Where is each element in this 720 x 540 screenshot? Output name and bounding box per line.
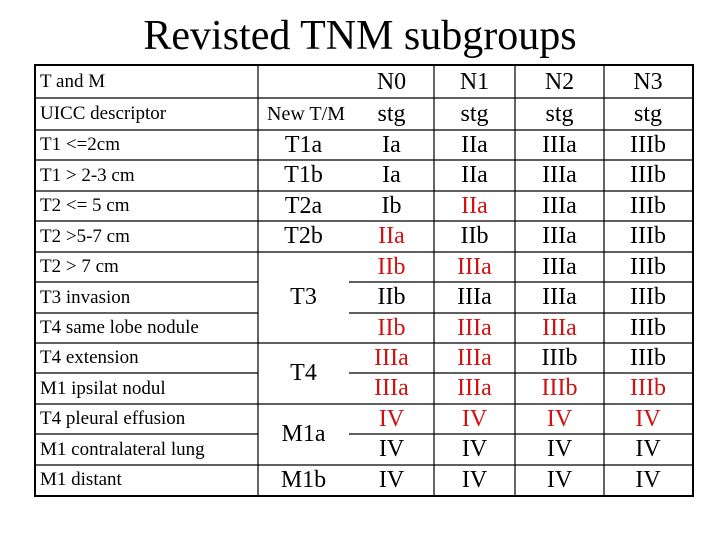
stage-cell: IV — [635, 436, 661, 462]
stage-cell: IIIb — [630, 344, 666, 371]
stage-cell: IIIa — [457, 314, 492, 341]
stage-cell: IV — [546, 436, 573, 462]
stage-cell: IIa — [461, 192, 488, 219]
stage-cell: IIIa — [542, 314, 577, 341]
stage-cell: IIIb — [630, 162, 666, 188]
stage-cell: IIb — [460, 223, 489, 249]
stage-cell: IIb — [377, 253, 406, 280]
new-tm-cell: T2a — [284, 192, 323, 219]
row-label: T3 invasion — [40, 286, 131, 308]
header-t-and-m: T and M — [40, 71, 106, 92]
stage-cell: Ib — [381, 192, 402, 219]
header-uicc-descriptor: UICC descriptor — [40, 103, 167, 124]
new-tm-cell: T3 — [290, 284, 317, 310]
stage-cell: Ia — [382, 131, 401, 158]
header-stg-n1: stg — [460, 100, 489, 127]
table-grid-lines — [36, 66, 692, 495]
header-stg-n3: stg — [633, 100, 662, 127]
stage-cell: IV — [461, 405, 488, 432]
header-n1: N1 — [459, 68, 490, 95]
stage-cell: IIIa — [374, 375, 409, 401]
new-tm-cell: T4 — [290, 360, 317, 386]
row-label: T1 <=2cm — [40, 134, 120, 155]
stage-cell: IV — [546, 466, 573, 493]
header-stg-n0: stg — [377, 100, 406, 127]
stage-cell: IIIa — [374, 344, 409, 371]
stage-cell: IIb — [377, 314, 406, 341]
new-tm-cell: T1b — [284, 162, 323, 188]
stage-cell: IV — [461, 466, 488, 493]
stage-cell: IIa — [461, 162, 488, 188]
row-label: T4 pleural effusion — [40, 408, 186, 429]
stage-cell: IIIb — [541, 344, 578, 371]
stage-cell: IIa — [378, 223, 405, 249]
stage-cell: IIIb — [630, 375, 666, 401]
stage-cell: IIIb — [630, 131, 666, 158]
new-tm-cell: T1a — [284, 131, 323, 158]
stage-cell: IV — [378, 466, 405, 493]
row-label: M1 ipsilat nodul — [40, 377, 166, 399]
new-tm-cell: M1b — [280, 466, 327, 493]
stage-cell: IV — [546, 405, 573, 432]
stage-cell: IIIa — [542, 162, 577, 188]
stage-cell: IV — [378, 405, 405, 432]
row-label: T2 <= 5 cm — [40, 195, 130, 216]
stage-cell: IIIa — [457, 344, 492, 371]
stage-cell: IIIb — [630, 314, 666, 341]
stage-cell: IIb — [377, 284, 406, 310]
row-label: T2 >5-7 cm — [40, 225, 130, 247]
tnm-table: T and M N0 N1 N2 N3 UICC descriptor New T/M stg… — [34, 64, 694, 497]
row-label: T2 > 7 cm — [40, 256, 119, 277]
stage-cell: IIIb — [630, 223, 666, 249]
row-label: M1 distant — [40, 469, 122, 490]
stage-cell: IV — [635, 466, 661, 493]
stage-cell: IIa — [461, 131, 488, 158]
stage-cell: IIIb — [630, 284, 666, 310]
stage-cell: IIIa — [457, 284, 492, 310]
stage-cell: IV — [378, 436, 405, 462]
row-label: M1 contralateral lung — [40, 438, 205, 460]
header-new-tm: New T/M — [267, 102, 345, 125]
header-n2: N2 — [544, 68, 575, 95]
stage-cell: IIIa — [457, 375, 492, 401]
row-label: T1 > 2-3 cm — [40, 164, 135, 186]
header-n3: N3 — [633, 68, 663, 95]
stage-cell: IIIa — [457, 253, 492, 280]
stage-cell: IIIa — [542, 192, 577, 219]
row-label: T4 same lobe nodule — [40, 317, 199, 338]
stage-cell: IIIb — [630, 192, 666, 219]
new-tm-cell: M1a — [281, 421, 326, 447]
stage-cell: Ia — [382, 162, 401, 188]
stage-cell: IIIb — [630, 253, 666, 280]
stage-cell: IIIa — [542, 131, 577, 158]
new-tm-cell: T2b — [284, 223, 323, 249]
header-n0: N0 — [376, 68, 407, 95]
stage-cell: IIIa — [542, 253, 577, 280]
stage-cell: IV — [461, 436, 488, 462]
row-label: T4 extension — [40, 347, 139, 368]
page-title: Revisted TNM subgroups — [143, 13, 577, 59]
stage-cell: IIIb — [541, 375, 578, 401]
stage-cell: IV — [635, 405, 661, 432]
stage-cell: IIIa — [542, 284, 577, 310]
header-stg-n2: stg — [545, 100, 574, 127]
stage-cell: IIIa — [542, 223, 577, 249]
